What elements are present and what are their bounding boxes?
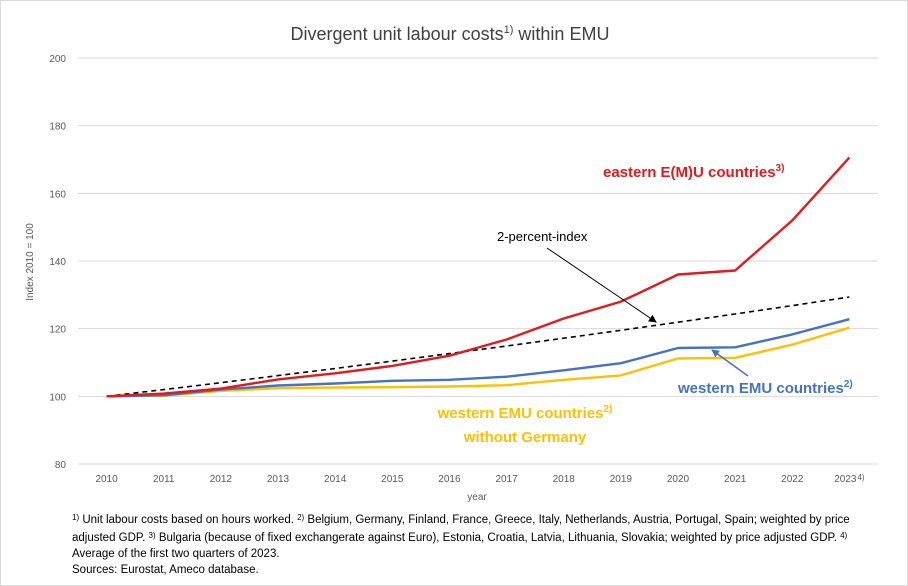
line-chart: Divergent unit labour costs1) within EMU… [25,24,878,503]
x-tick-label: 2010 [95,474,118,485]
series-line-2 [106,318,850,398]
chart-title: Divergent unit labour costs1) within EMU [291,24,610,44]
x-tick-label: 2020 [667,474,690,485]
footnote-sources: Sources: Eurostat, Ameco database. [72,564,259,576]
label-without-germany-line2: without Germany [463,429,587,446]
x-tick-label: 2015 [381,474,404,485]
x-tick-label: 2017 [495,474,518,485]
two-percent-arrow [546,247,657,323]
series-line-0 [106,156,851,398]
footnote: 1) Unit labour costs based on hours work… [72,510,892,578]
y-tick-label: 100 [49,392,66,403]
x-tick-label: 2012 [210,474,233,485]
series-line-3 [106,326,850,398]
label-western-without-germany: western EMU countries2) [437,404,613,422]
label-two-percent: 2-percent-index [497,229,588,244]
y-tick-label: 80 [55,460,67,471]
y-tick-label: 180 [49,122,66,133]
gridlines [78,57,878,465]
label-eastern: eastern E(M)U countries3) [603,163,784,181]
x-tick-label: 2021 [724,474,747,485]
x-tick-label: 2022 [781,474,804,485]
x-tick-note: 4) [857,473,864,482]
y-tick-label: 160 [49,189,66,200]
y-axis-title: Index 2010 = 100 [25,223,36,301]
x-tick-label: 2016 [438,474,461,485]
western-arrow [711,349,749,377]
x-axis-ticks: 2010 2011 2012 2013 2014 2015 2016 2017 2018 2019… [95,473,864,485]
label-western: western EMU countries2) [677,379,853,397]
series-lines [106,156,851,398]
x-tick-label: 2018 [553,474,576,485]
series-line-1 [106,296,850,398]
footnote-notes: 1) Unit labour costs based on hours work… [72,513,850,560]
y-tick-label: 140 [49,257,66,268]
x-tick-label: 2014 [324,474,347,485]
x-tick-label: 20234) [834,473,865,485]
x-tick-label: 2013 [267,474,290,485]
x-tick-label: 2011 [153,474,175,485]
x-axis-title: year [467,492,487,503]
y-axis-ticks: 80 100 120 140 160 180 200 [49,54,66,471]
x-tick-label: 2019 [610,474,633,485]
y-tick-label: 200 [49,54,66,65]
y-tick-label: 120 [49,325,66,336]
